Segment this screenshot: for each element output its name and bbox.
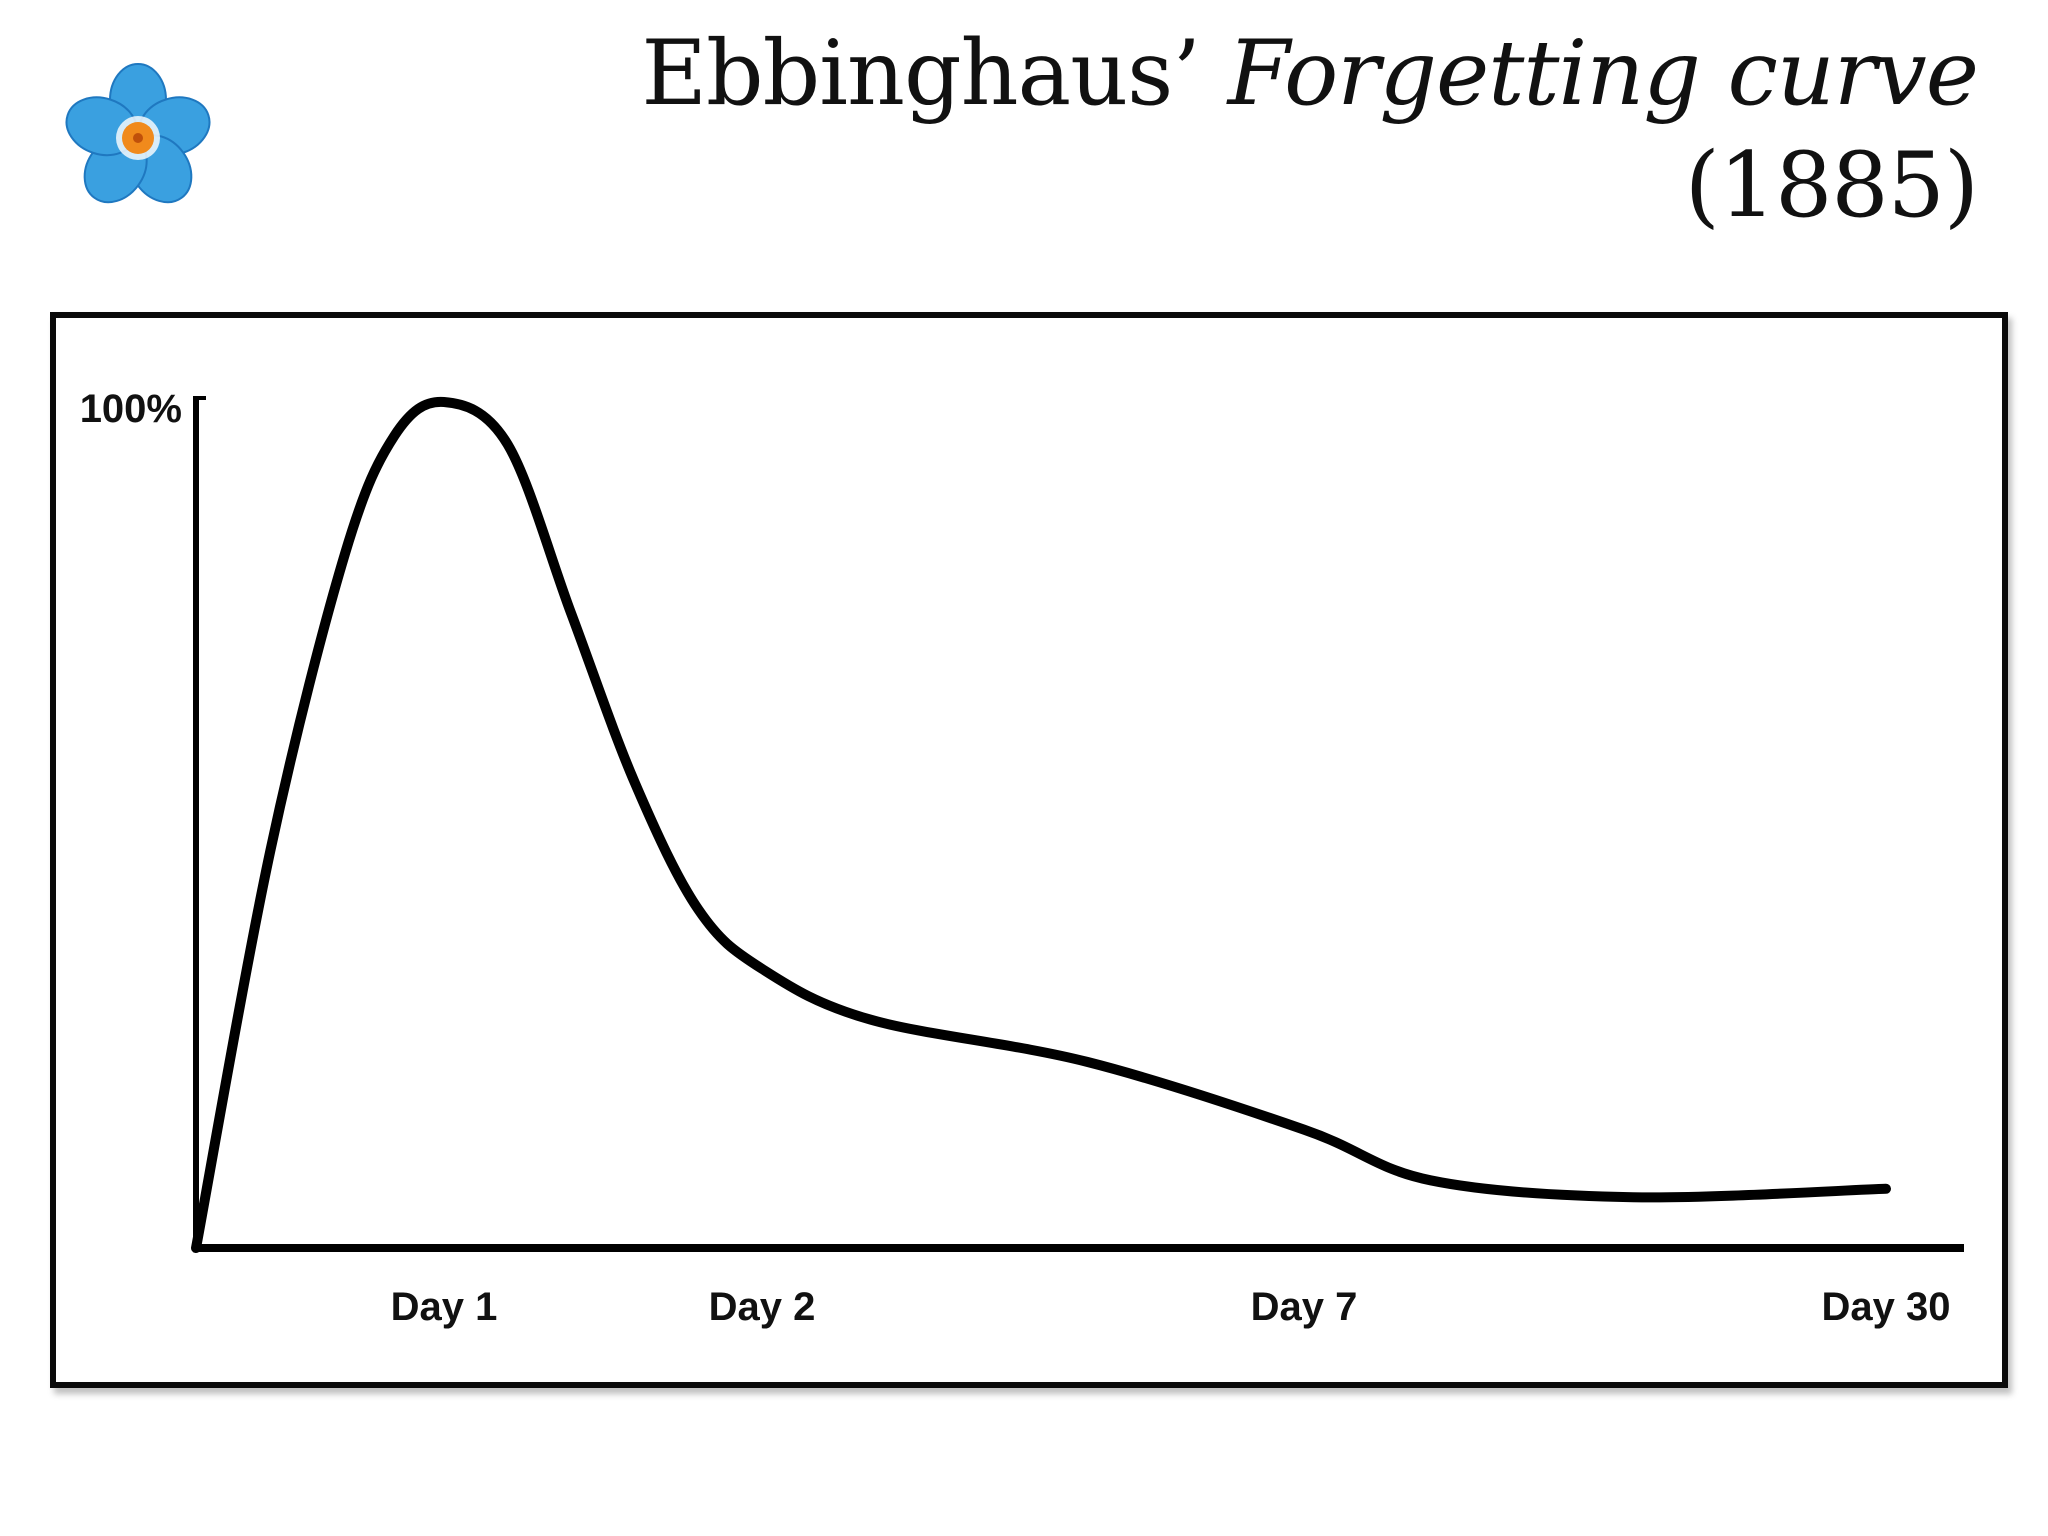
title-italic: Forgetting curve	[1227, 21, 1979, 126]
forgetting-curve-line	[191, 396, 1891, 1253]
x-tick-label: Day 7	[1251, 1285, 1358, 1329]
title-main: Ebbinghaus’	[641, 21, 1228, 126]
forget-me-not-flower-icon	[65, 63, 211, 204]
page-title: Ebbinghaus’ Forgetting curve (1885)	[641, 18, 1979, 242]
chart-frame: 100% Day 1 Day 2 Day 7 Day 30	[50, 312, 2008, 1388]
x-tick-label: Day 2	[709, 1285, 816, 1329]
forgetting-curve-chart: 100% Day 1 Day 2 Day 7 Day 30	[80, 387, 1964, 1329]
x-tick-label: Day 1	[391, 1285, 498, 1329]
y-axis-top-label: 100%	[80, 387, 182, 431]
title-year: (1885)	[1684, 133, 1979, 238]
x-tick-label: Day 30	[1822, 1285, 1951, 1329]
